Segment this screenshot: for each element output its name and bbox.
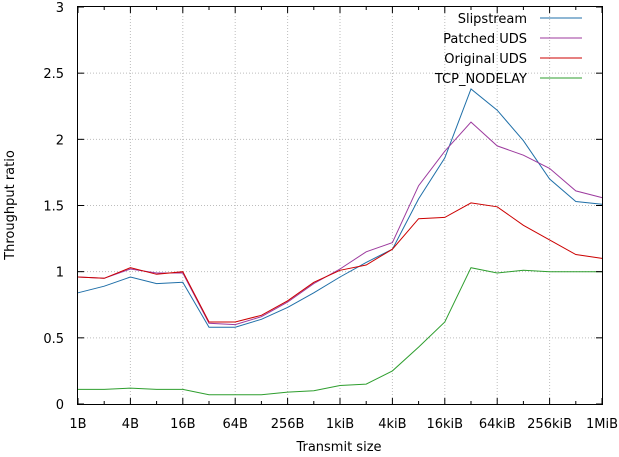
x-tick-label: 4kiB xyxy=(378,417,406,432)
legend-label-slipstream: Slipstream xyxy=(458,12,527,27)
series-line-tcp-nodelay xyxy=(78,267,602,396)
x-tick-label: 16kiB xyxy=(426,417,463,432)
x-tick-label: 16B xyxy=(170,417,195,432)
y-tick-label: 2.5 xyxy=(43,67,64,82)
series-line-slipstream xyxy=(77,88,603,328)
x-axis-tick-labels: 1B 4B 16B 64B 256B 1kiB 4kiB 16kiB 64kiB 256kiB 1M… xyxy=(69,417,618,432)
x-tick-label: 64B xyxy=(222,417,247,432)
x-axis-label: Transmit size xyxy=(295,440,381,455)
axis-ticks xyxy=(77,6,603,405)
series-line-original-uds xyxy=(77,202,603,323)
grid-lines xyxy=(78,7,602,404)
legend-label-original-uds: Original UDS xyxy=(444,52,527,67)
y-tick-label: 0.5 xyxy=(43,332,64,347)
legend-label-patched-uds: Patched UDS xyxy=(443,32,527,47)
plot-frame xyxy=(77,6,603,405)
x-tick-label: 1B xyxy=(69,417,86,432)
y-axis-label: Throughput ratio xyxy=(3,150,18,261)
legend: Slipstream Patched UDS Original UDS TCP_NOD… xyxy=(434,12,582,87)
x-tick-label: 64kiB xyxy=(479,417,516,432)
x-tick-label: 1MiB xyxy=(586,417,618,432)
x-tick-label: 256kiB xyxy=(527,417,572,432)
y-tick-label: 2 xyxy=(56,133,64,148)
x-tick-label: 4B xyxy=(122,417,139,432)
x-tick-label: 1kiB xyxy=(326,417,354,432)
y-tick-label: 3 xyxy=(56,1,64,16)
y-axis-tick-labels: 0 0.5 1 1.5 2 2.5 3 xyxy=(43,1,64,413)
legend-label-tcp-nodelay: TCP_NODELAY xyxy=(434,72,527,87)
y-tick-label: 1.5 xyxy=(43,200,64,215)
series-lines xyxy=(77,88,603,396)
y-tick-label: 0 xyxy=(56,398,64,413)
y-tick-label: 1 xyxy=(56,266,64,281)
x-tick-label: 256B xyxy=(271,417,305,432)
